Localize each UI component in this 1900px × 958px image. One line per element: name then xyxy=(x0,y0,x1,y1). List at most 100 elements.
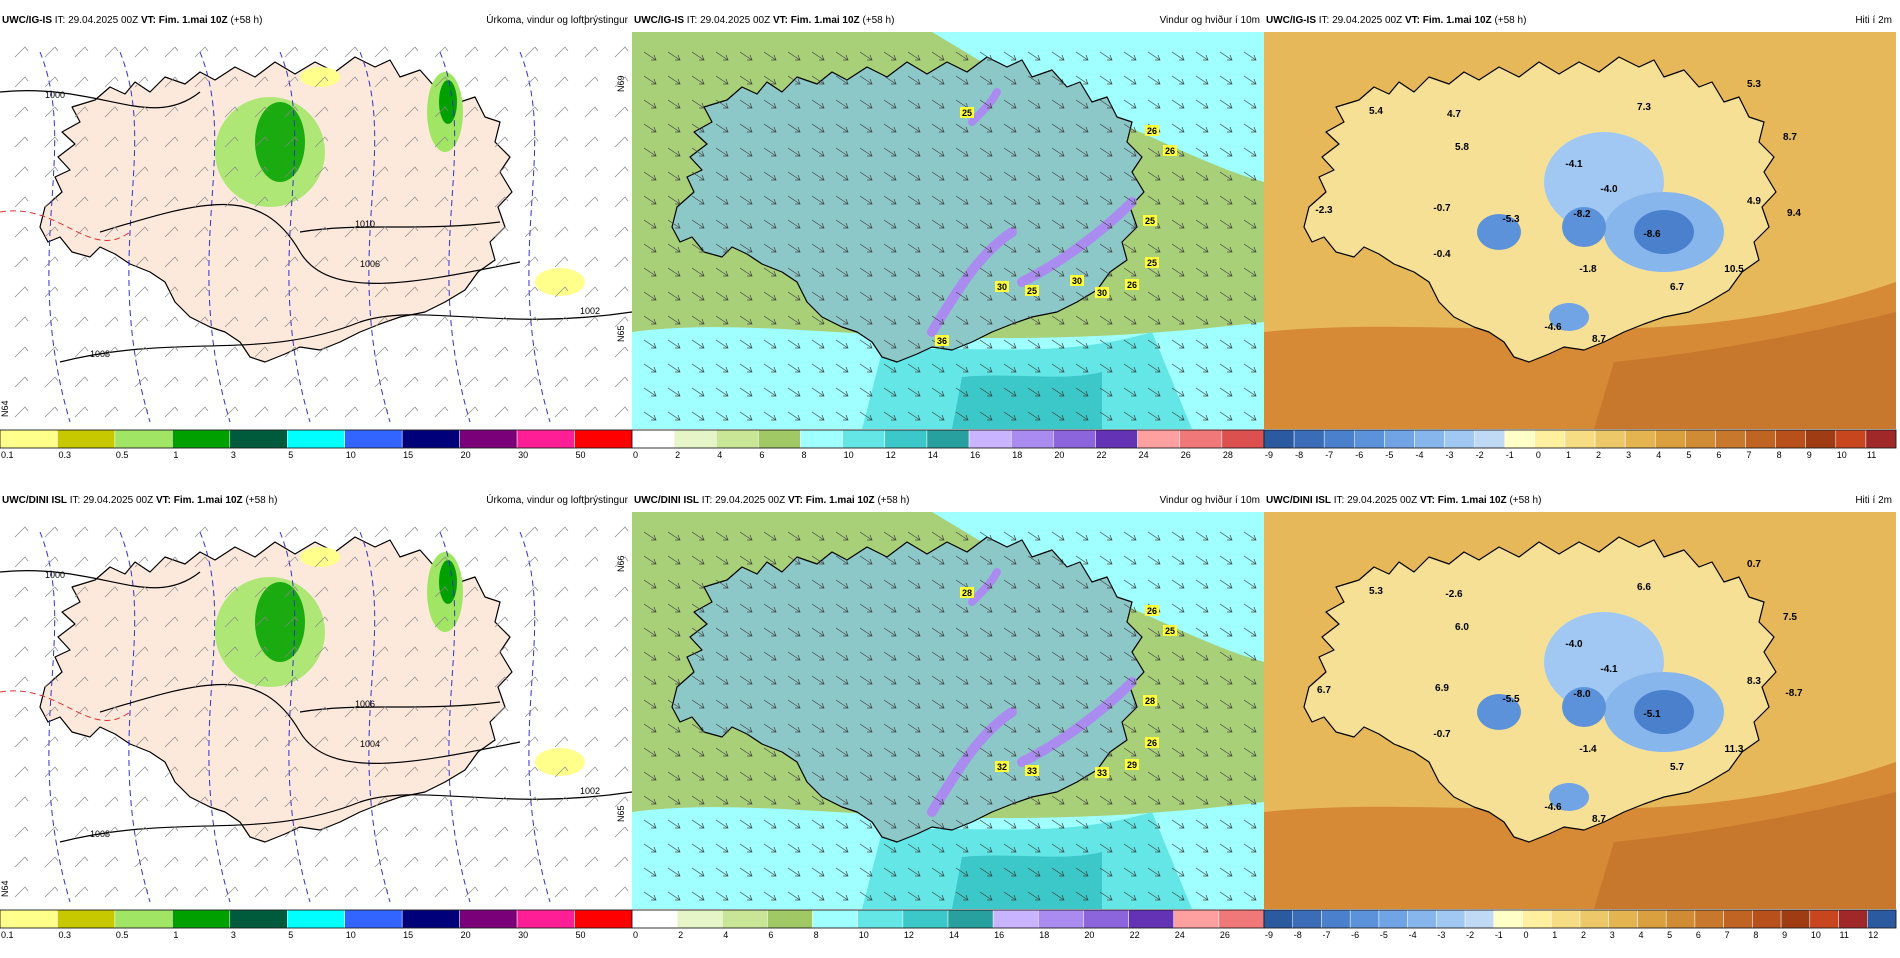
colorbar-tick: 30 xyxy=(518,930,528,940)
colorbar-swatch xyxy=(114,909,173,929)
panel-header: UWC/DINI ISL IT: 29.04.2025 00Z VT: Fim.… xyxy=(0,490,632,512)
colorbar-swatch xyxy=(1624,429,1656,449)
colorbar-swatch xyxy=(344,429,403,449)
colorbar-swatch xyxy=(812,909,858,929)
it-label: IT: xyxy=(1318,15,1330,26)
colorbar-swatch xyxy=(1579,909,1609,929)
temperature-value: -8.7 xyxy=(1785,688,1803,699)
vt-value: Fim. 1.mai 10Z xyxy=(1422,15,1492,26)
colorbar-tick: 1 xyxy=(1552,930,1557,940)
temperature-value: -2.6 xyxy=(1445,589,1463,600)
colorbar-swatch xyxy=(1010,429,1054,449)
temperature-value: 9.4 xyxy=(1787,208,1801,219)
graticule-label: N64 xyxy=(0,400,10,417)
colorbar-swatch xyxy=(842,429,886,449)
colorbar-swatch xyxy=(1865,429,1897,449)
colorbar-tick: 0.5 xyxy=(116,450,129,460)
colorbar-swatch xyxy=(1654,429,1686,449)
colorbar-tick: 0 xyxy=(633,930,638,940)
panel-title: Úrkoma, vindur og loftþrýstingur xyxy=(486,15,628,26)
it-label: IT: xyxy=(69,495,81,506)
colorbar-tick: 12 xyxy=(1868,930,1878,940)
vt-label: VT: xyxy=(155,495,171,506)
lead-time: (+58 h) xyxy=(862,15,895,26)
colorbar-tick: 15 xyxy=(403,930,413,940)
colorbar-tick: -6 xyxy=(1351,930,1359,940)
colorbar-tick: 0 xyxy=(1524,930,1529,940)
model-source: UWC/DINI ISL xyxy=(1266,495,1331,506)
colorbar-tick: 4 xyxy=(723,930,728,940)
colorbar-tick: -4 xyxy=(1409,930,1417,940)
colorbar-tick: 0.3 xyxy=(58,450,71,460)
colorbar-tick: 14 xyxy=(928,450,938,460)
gust-badge xyxy=(995,761,1009,772)
colorbar-tick: 10 xyxy=(1837,450,1847,460)
colorbar-swatch xyxy=(1293,429,1325,449)
vt-label: VT: xyxy=(1419,495,1435,506)
colorbar-tick: 15 xyxy=(403,450,413,460)
isobar-label: 1010 xyxy=(355,219,375,229)
colorbar-swatch xyxy=(767,909,813,929)
colorbar-tick: -7 xyxy=(1325,450,1333,460)
gust-label: 25 xyxy=(962,108,972,118)
isobar-label: 1008 xyxy=(90,349,110,359)
colorbar-swatch xyxy=(1414,429,1445,449)
colorbar-tick: 6 xyxy=(1696,930,1701,940)
colorbar-swatch xyxy=(1292,909,1322,929)
colorbar-swatch xyxy=(947,909,994,929)
gust-label: 26 xyxy=(1147,738,1157,748)
lead-time: (+58 h) xyxy=(230,15,263,26)
colorbar-swatch xyxy=(1608,909,1638,929)
colorbar-tick: 10 xyxy=(346,450,356,460)
isobar-label: 1002 xyxy=(580,306,600,316)
panel-header: UWC/DINI ISL IT: 29.04.2025 00Z VT: Fim.… xyxy=(632,490,1264,512)
colorbar-tick: 24 xyxy=(1175,930,1185,940)
it-value: 29.04.2025 00Z xyxy=(68,15,139,26)
temperature-value: -4.6 xyxy=(1544,802,1562,813)
colorbar-swatch xyxy=(1053,429,1096,449)
vt-value: Fim. 1.mai 10Z xyxy=(790,15,860,26)
gust-badge xyxy=(1163,145,1177,156)
colorbar-swatch xyxy=(1221,429,1265,449)
colorbar-swatch xyxy=(1694,909,1724,929)
colorbar-swatch xyxy=(574,429,633,449)
temperature-value: 8.7 xyxy=(1592,814,1606,825)
gust-badge xyxy=(1125,279,1139,290)
colorbar: -9 -8 -7 -6 -5 -4 -3 -2 -1 0 1 2 3 4 5 6 7 8 9 10 11 12 xyxy=(1263,909,1897,940)
it-value: 29.04.2025 00Z xyxy=(83,495,154,506)
colorbar-tick: 8 xyxy=(814,930,819,940)
isobar-label: 1006 xyxy=(360,259,380,269)
colorbar-tick: 20 xyxy=(1054,450,1064,460)
colorbar-tick: 5 xyxy=(288,930,293,940)
colorbar-swatch xyxy=(1551,909,1581,929)
colorbar-tick: 4 xyxy=(717,450,722,460)
colorbar-swatch xyxy=(926,429,970,449)
colorbar-swatch xyxy=(516,909,575,929)
colorbar-tick: -5 xyxy=(1385,450,1393,460)
colorbar-swatch xyxy=(1474,429,1506,449)
colorbar-tick: 20 xyxy=(461,930,471,940)
colorbar-tick: 14 xyxy=(949,930,959,940)
isobar-label: 1000 xyxy=(45,90,65,100)
colorbar-swatch xyxy=(1685,429,1716,449)
colorbar-tick: -8 xyxy=(1295,450,1303,460)
gust-label: 28 xyxy=(962,588,972,598)
temperature-value: 7.3 xyxy=(1637,102,1651,113)
colorbar-swatch xyxy=(574,909,633,929)
it-value: 29.04.2025 00Z xyxy=(715,495,786,506)
panel-header: UWC/IG-IS IT: 29.04.2025 00Z VT: Fim. 1.… xyxy=(1264,10,1896,32)
colorbar-swatch xyxy=(1715,429,1746,449)
colorbar-swatch xyxy=(1349,909,1380,929)
lead-time: (+58 h) xyxy=(1494,15,1527,26)
colorbar-swatch xyxy=(229,909,288,929)
panel-header: UWC/IG-IS IT: 29.04.2025 00Z VT: Fim. 1.… xyxy=(0,10,632,32)
colorbar-swatch xyxy=(1263,909,1293,929)
colorbar-swatch xyxy=(722,909,768,929)
colorbar-tick: -3 xyxy=(1446,450,1454,460)
colorbar-tick: 0 xyxy=(1536,450,1541,460)
model-source: UWC/IG-IS xyxy=(634,15,684,26)
colorbar: -9 -8 -7 -6 -5 -4 -3 -2 -1 0 1 2 3 4 5 6 7 8 9 10 11 xyxy=(1263,429,1897,460)
colorbar-swatch xyxy=(1522,909,1552,929)
colorbar-tick: 3 xyxy=(231,450,236,460)
colorbar-swatch xyxy=(172,909,231,929)
